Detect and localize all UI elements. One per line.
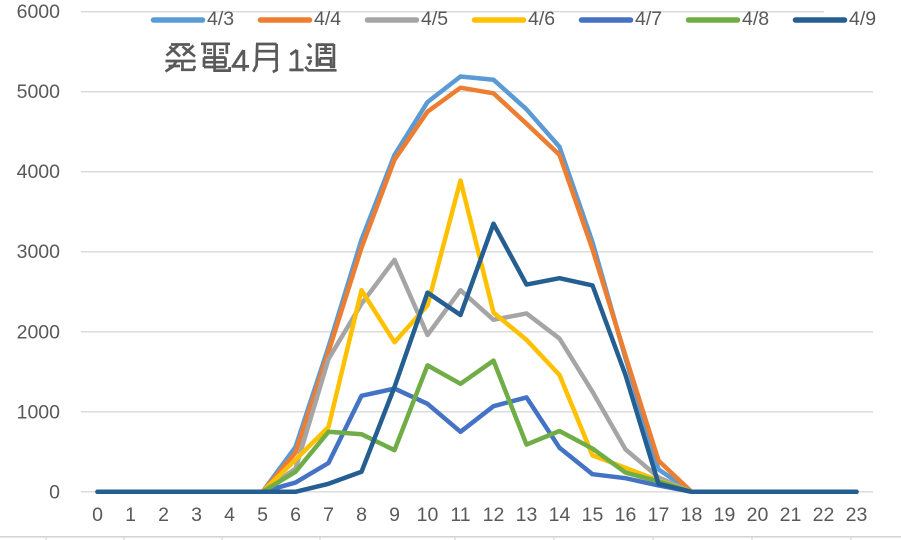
svg-text:1: 1	[125, 504, 136, 526]
svg-text:5000: 5000	[17, 81, 61, 103]
svg-text:0: 0	[49, 481, 60, 503]
svg-text:21: 21	[780, 504, 802, 526]
svg-text:4/3: 4/3	[207, 8, 234, 30]
svg-text:4/8: 4/8	[742, 8, 769, 30]
svg-text:23: 23	[846, 504, 868, 526]
svg-text:7: 7	[323, 504, 334, 526]
svg-text:6: 6	[290, 504, 301, 526]
svg-text:13: 13	[516, 504, 538, 526]
svg-text:9: 9	[389, 504, 400, 526]
svg-text:4/9: 4/9	[849, 8, 876, 30]
svg-text:16: 16	[615, 504, 637, 526]
svg-text:10: 10	[417, 504, 439, 526]
svg-text:3: 3	[191, 504, 202, 526]
svg-text:8: 8	[356, 504, 367, 526]
svg-text:2000: 2000	[17, 321, 61, 343]
svg-text:4/4: 4/4	[314, 8, 341, 30]
svg-text:5: 5	[257, 504, 268, 526]
svg-text:2: 2	[158, 504, 169, 526]
svg-text:4/5: 4/5	[421, 8, 448, 30]
svg-text:0: 0	[92, 504, 103, 526]
svg-text:14: 14	[549, 504, 571, 526]
svg-text:19: 19	[714, 504, 736, 526]
svg-text:15: 15	[582, 504, 604, 526]
svg-text:18: 18	[681, 504, 703, 526]
svg-text:22: 22	[813, 504, 835, 526]
svg-text:4000: 4000	[17, 161, 61, 183]
svg-text:11: 11	[450, 504, 470, 526]
svg-text:12: 12	[483, 504, 505, 526]
svg-text:20: 20	[747, 504, 769, 526]
svg-text:17: 17	[648, 504, 670, 526]
svg-text:6000: 6000	[17, 1, 61, 23]
svg-text:4/7: 4/7	[635, 8, 662, 30]
svg-text:4: 4	[224, 504, 235, 526]
svg-text:3000: 3000	[17, 241, 61, 263]
svg-text:1000: 1000	[17, 401, 61, 423]
svg-text:4/6: 4/6	[528, 8, 555, 30]
